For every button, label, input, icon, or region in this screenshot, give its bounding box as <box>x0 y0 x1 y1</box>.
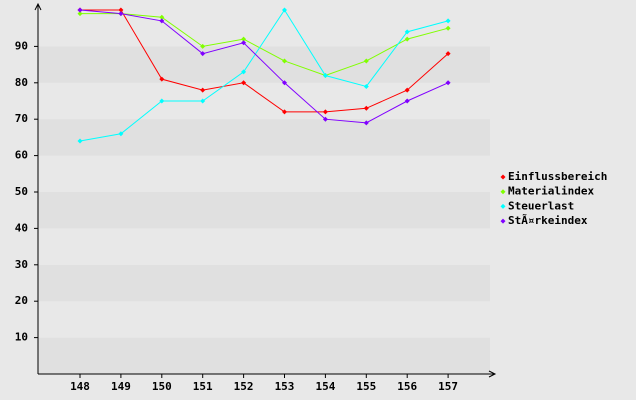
x-tick-label: 148 <box>70 380 90 393</box>
point <box>404 87 410 93</box>
y-tick-label: 80 <box>15 76 28 89</box>
point <box>404 98 410 104</box>
point <box>200 87 206 93</box>
series-line <box>79 9 449 142</box>
point <box>200 98 206 104</box>
x-axis-arrow <box>488 370 497 378</box>
x-tick-label: 151 <box>193 380 213 393</box>
grid-band <box>38 228 490 265</box>
grid-band <box>38 119 490 156</box>
legend-marker <box>500 218 506 224</box>
y-tick-label: 30 <box>15 258 28 271</box>
y-tick-label: 90 <box>15 39 28 52</box>
legend-marker <box>500 203 506 209</box>
x-tick-label: 150 <box>152 380 172 393</box>
y-tick-label: 10 <box>15 331 28 344</box>
point <box>322 109 328 115</box>
point <box>200 51 206 57</box>
point <box>241 40 247 46</box>
x-tick-label: 157 <box>438 380 458 393</box>
point <box>363 105 369 111</box>
grid-band <box>38 82 490 120</box>
x-tick-label: 154 <box>315 380 335 393</box>
point <box>445 18 451 24</box>
point <box>200 43 206 49</box>
point <box>282 58 287 64</box>
legend-label: StÃ¤rkeindex <box>508 214 588 227</box>
x-tick-label: 149 <box>111 380 131 393</box>
grid-band <box>38 264 490 302</box>
point <box>445 25 451 31</box>
x-tick-label: 153 <box>275 380 295 393</box>
point <box>241 36 247 42</box>
x-tick-label: 155 <box>356 380 376 393</box>
point <box>77 7 83 13</box>
series-line <box>80 9 449 113</box>
point <box>118 7 124 13</box>
legend-label: Steuerlast <box>508 199 574 212</box>
point <box>77 138 83 144</box>
point <box>445 80 451 86</box>
legend-marker <box>500 189 506 195</box>
grid-band <box>38 155 490 192</box>
point <box>322 116 328 122</box>
y-tick-label: 40 <box>15 221 28 234</box>
point <box>282 109 287 115</box>
x-tick-label: 156 <box>397 380 417 393</box>
point <box>241 80 247 86</box>
grid-band <box>38 192 490 229</box>
legend-marker <box>500 174 506 180</box>
point <box>159 14 165 20</box>
series-line <box>80 13 449 77</box>
point <box>363 120 369 126</box>
y-tick-label: 70 <box>15 112 28 125</box>
y-tick-label: 20 <box>15 294 28 307</box>
point <box>322 73 328 79</box>
y-tick-label: 60 <box>15 149 28 162</box>
point <box>282 80 287 86</box>
point <box>77 11 83 17</box>
point <box>118 11 124 17</box>
point <box>159 76 165 82</box>
point <box>118 131 124 137</box>
point <box>404 29 410 35</box>
point <box>363 83 369 89</box>
point <box>159 98 165 104</box>
point <box>241 69 247 75</box>
x-tick-label: 152 <box>234 380 254 393</box>
grid-band <box>38 46 490 83</box>
legend-label: Einflussbereich <box>508 170 607 183</box>
point <box>159 18 165 24</box>
series-line <box>79 9 449 124</box>
grid-band <box>38 337 490 374</box>
point <box>404 36 410 42</box>
point <box>445 51 451 57</box>
grid-band <box>38 301 490 338</box>
y-axis-arrow <box>34 2 42 11</box>
y-tick-label: 50 <box>15 185 28 198</box>
point <box>363 58 369 64</box>
legend-label: Materialindex <box>508 185 594 198</box>
point <box>282 7 287 13</box>
